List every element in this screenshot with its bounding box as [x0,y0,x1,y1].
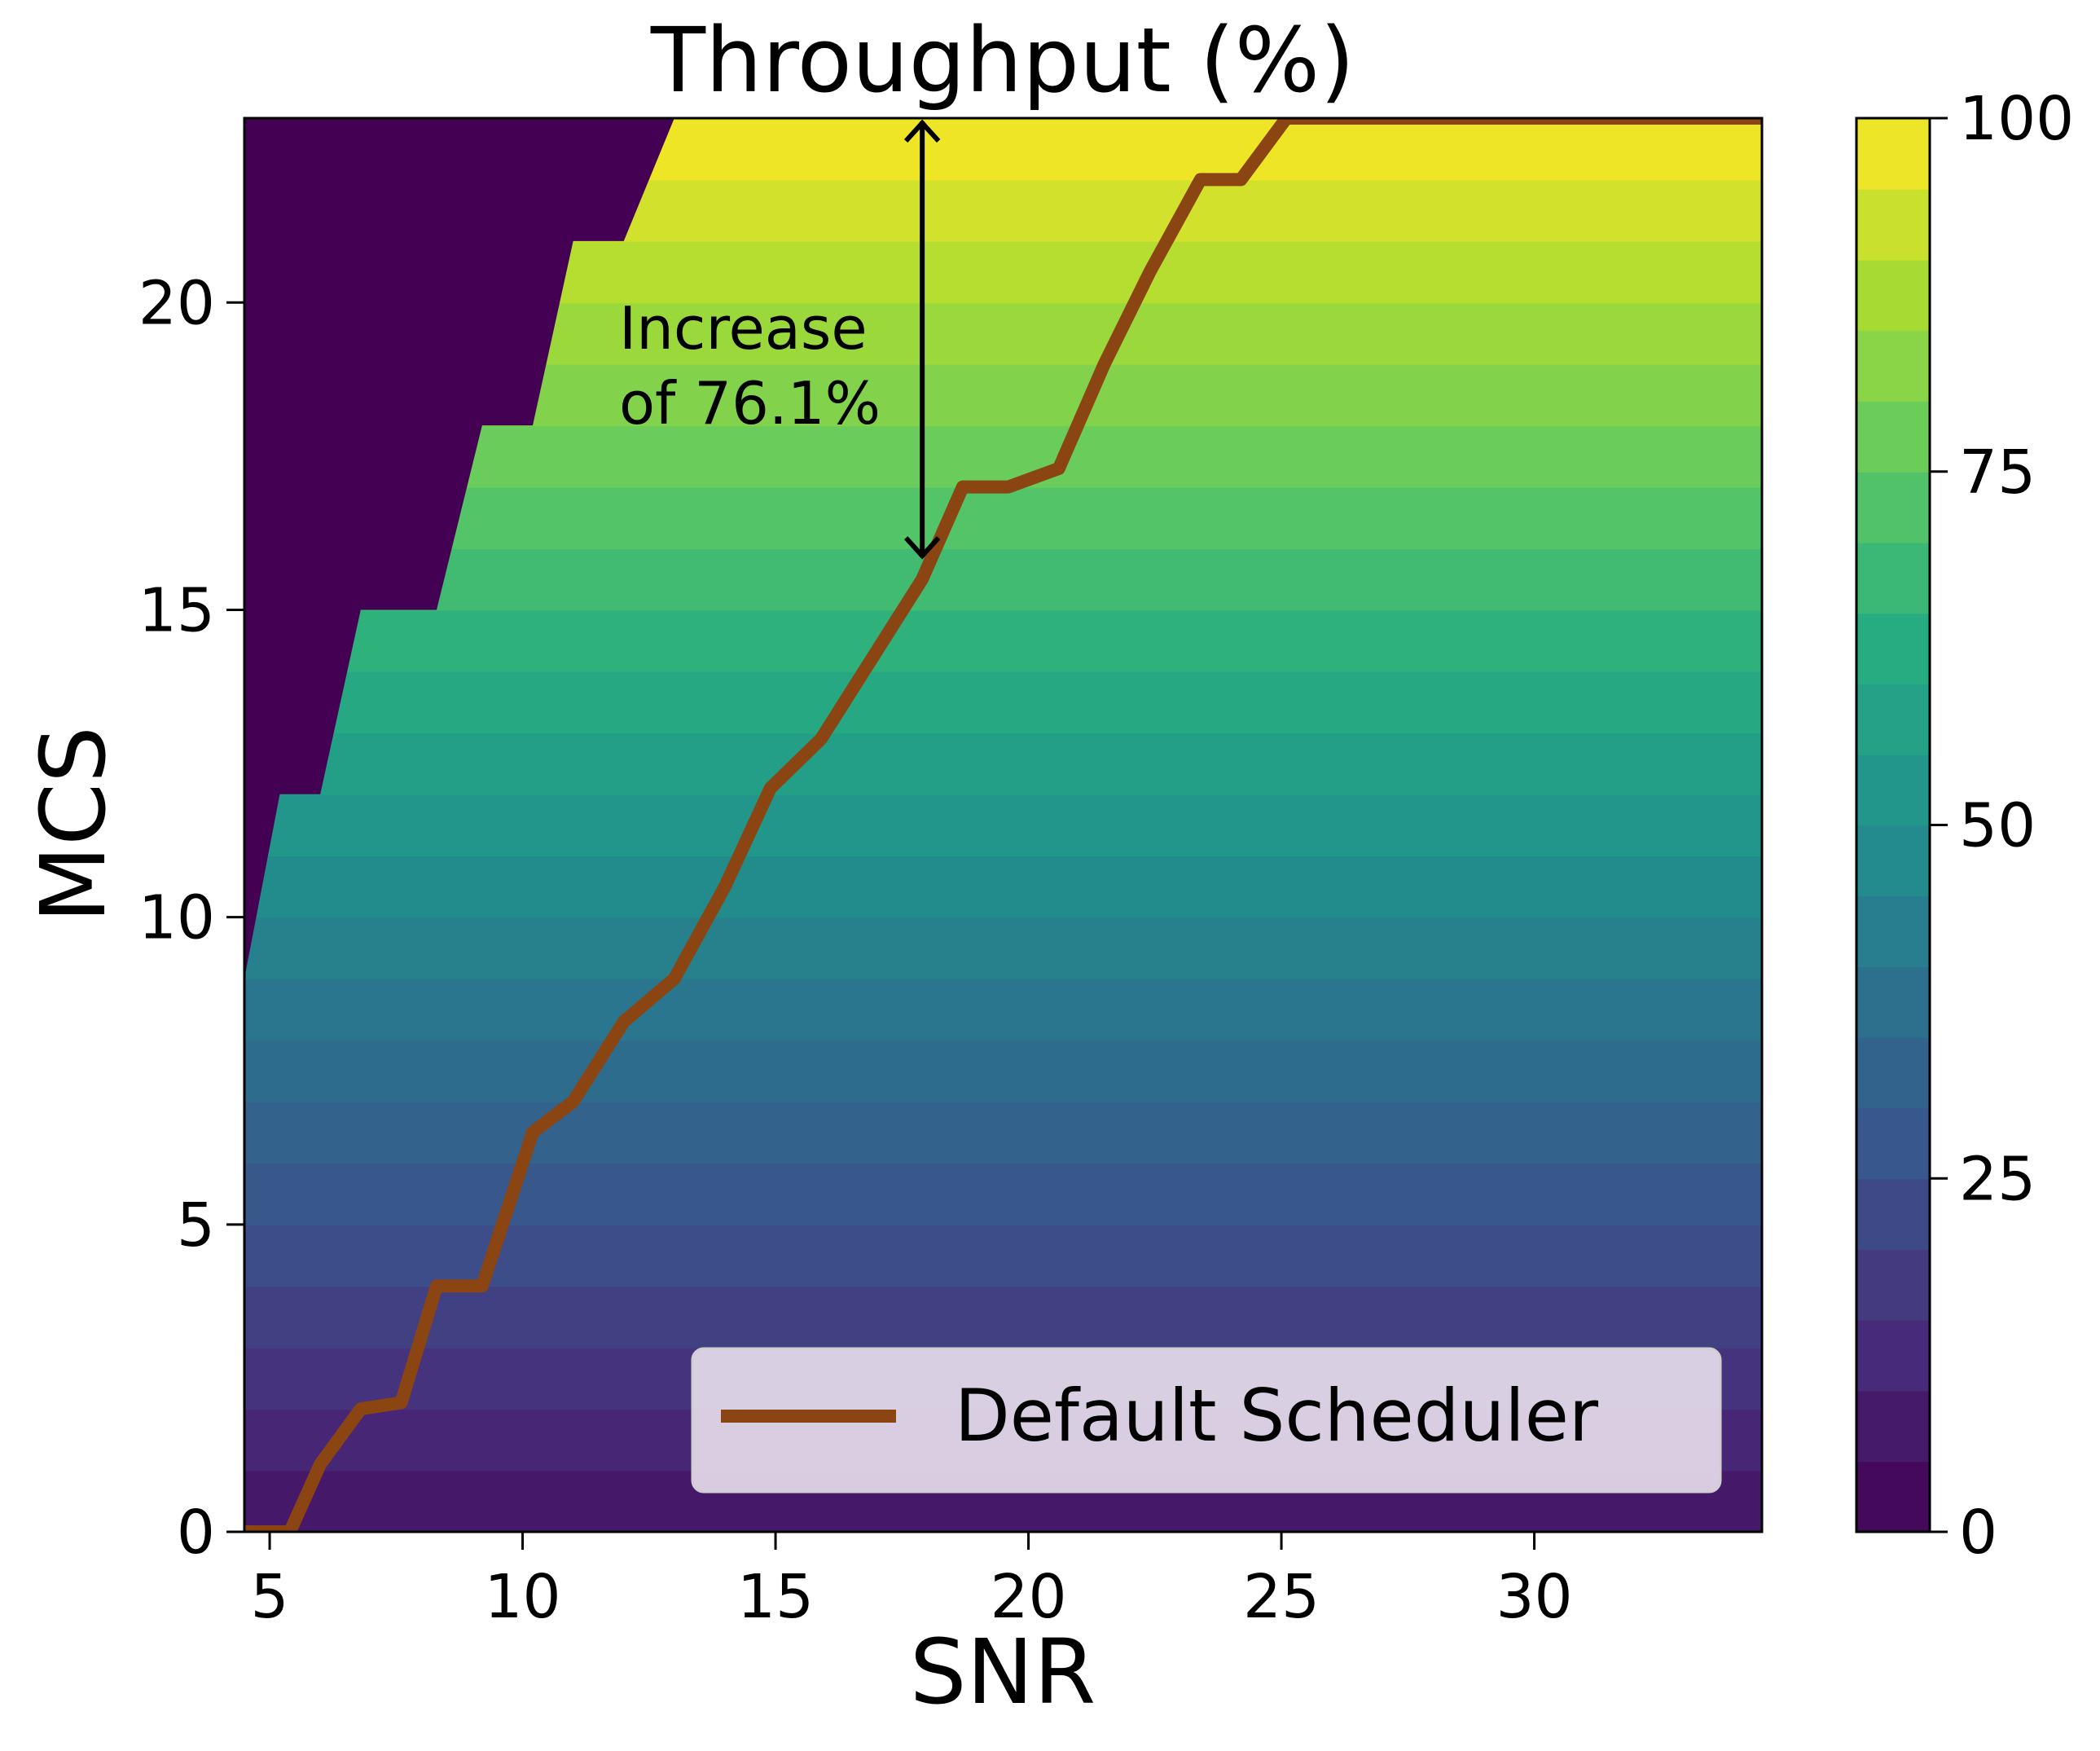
annotation-arrowhead-top [903,119,941,143]
colorbar-segment [1856,1461,1930,1533]
chart-title: Throughput (%) [650,8,1355,112]
heatmap-band [244,794,1762,857]
x-tick-label: 15 [737,1562,814,1632]
y-tick-label: 10 [138,883,215,953]
colorbar-segment [1856,1249,1930,1321]
x-axis-ticks: 5 10 15 20 25 30 [251,1532,1573,1632]
colorbar-tick-label: 75 [1959,438,2036,508]
colorbar-segment [1856,966,1930,1038]
plot-frame [243,117,1764,1533]
colorbar-segment [1856,188,1930,261]
legend-label-default-scheduler: Default Scheduler [955,1374,1599,1458]
y-tick-label: 15 [138,575,215,645]
increase-annotation: Increase of 76.1% [619,119,941,560]
heatmap-band [244,609,1762,672]
heatmap-band [244,425,1762,488]
zero-throughput-region [244,118,1762,979]
colorbar-segment [1856,684,1930,755]
heatmap-band [244,917,1762,980]
colorbar-segment [1856,1107,1930,1180]
heatmap-band [244,733,1762,795]
x-tick-label: 20 [990,1562,1066,1632]
x-tick-label: 10 [484,1562,560,1632]
x-tick-label: 5 [251,1562,289,1632]
colorbar-segment [1856,471,1930,543]
colorbar-segment [1856,401,1930,473]
heatmap-band [244,548,1762,611]
y-axis-ticks: 0 5 10 15 20 [138,268,244,1568]
heatmap-band [244,1040,1762,1102]
y-tick-label: 20 [138,268,215,338]
colorbar-segment [1856,330,1930,402]
colorbar-tick-label: 50 [1959,791,2036,861]
heatmap-band [244,486,1762,550]
colorbar-tick-label: 0 [1959,1498,1997,1568]
legend-box [691,1347,1722,1494]
colorbar-segment [1856,754,1930,826]
colorbar-segment [1856,1036,1930,1109]
y-tick-label: 5 [177,1190,215,1260]
colorbar-ticks: 0 25 50 75 100 [1930,84,2074,1568]
annotation-text-line2: of 76.1% [619,369,881,438]
colorbar-segment [1856,825,1930,897]
x-tick-label: 25 [1243,1562,1320,1632]
colorbar-segment [1856,118,1930,190]
x-tick-label: 30 [1496,1562,1572,1632]
heatmap-band [244,671,1762,734]
colorbar [1856,118,1930,1533]
legend: Default Scheduler [691,1347,1722,1494]
colorbar-segment [1856,259,1930,332]
heatmap-band [244,1163,1762,1225]
colorbar-segment [1856,1390,1930,1463]
heatmap-band [244,1224,1762,1287]
colorbar-segment [1856,542,1930,614]
colorbar-tick-label: 100 [1959,84,2074,154]
y-axis-label: MCS [21,726,125,923]
y-tick-label: 0 [177,1498,215,1568]
annotation-arrowhead-bottom [903,536,941,560]
heatmap-band [244,856,1762,918]
heatmap-band [244,979,1762,1041]
plot-area [244,118,1762,1532]
colorbar-segment [1856,1319,1930,1392]
heatmap-band [244,1101,1762,1164]
colorbar-segment [1856,895,1930,967]
x-axis-label: SNR [910,1620,1096,1724]
colorbar-segment [1856,1178,1930,1250]
default-scheduler-line [244,118,1762,1532]
colorbar-tick-label: 25 [1959,1144,2036,1214]
annotation-text-line1: Increase [619,294,868,363]
colorbar-segment [1856,613,1930,684]
heatmap-band [244,1286,1762,1348]
